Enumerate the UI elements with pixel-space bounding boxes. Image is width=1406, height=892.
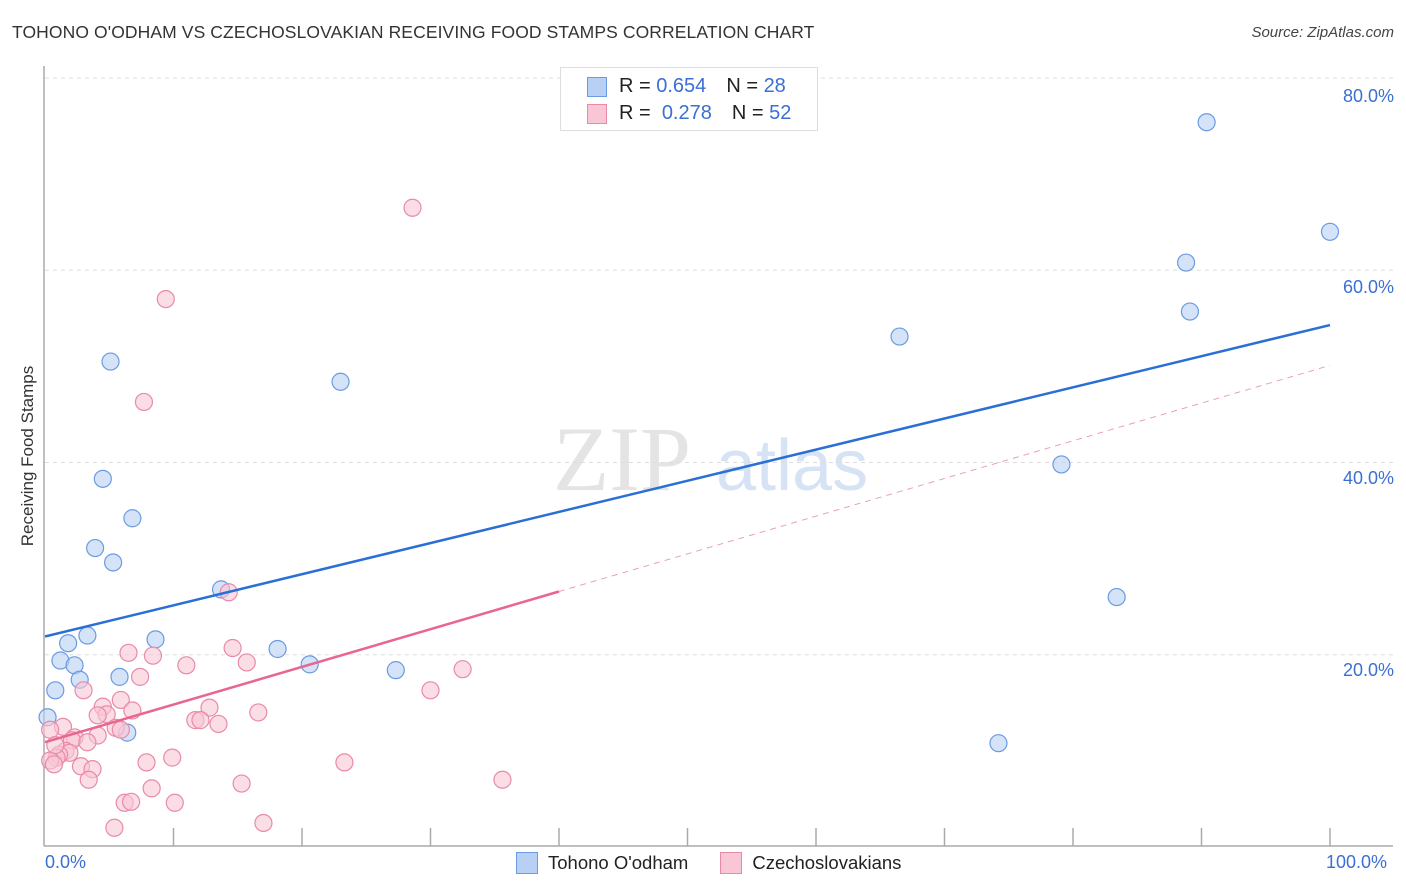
tohono-point (1197, 113, 1216, 132)
legend-row-tohono: R = 0.654 N = 28 (587, 75, 786, 98)
czech-trend-line (44, 590, 560, 744)
tohono-point (1176, 253, 1196, 272)
czech-point (200, 698, 219, 717)
x-tick-label: 100.0% (1326, 852, 1388, 872)
czech-point (249, 703, 268, 722)
tohono-point (268, 639, 287, 659)
tohono-point (1180, 302, 1200, 321)
tohono-point (123, 509, 142, 528)
tohono-point (1107, 587, 1126, 607)
tohono-point (46, 681, 65, 700)
czech-point (105, 818, 124, 837)
czech-point (79, 770, 98, 789)
czech-point (209, 714, 228, 734)
czech-point (156, 289, 175, 309)
czech-point (254, 813, 273, 833)
tohono-point (386, 661, 405, 680)
czech-point (88, 706, 107, 725)
czech-point (163, 748, 182, 767)
czech-point (134, 392, 154, 412)
tohono-point (86, 538, 105, 558)
tohono-point (989, 734, 1008, 753)
r-value: 0.654 (656, 75, 707, 97)
czech-point (177, 656, 196, 675)
legend-swatch-blue (516, 852, 538, 874)
czech-point (142, 779, 161, 798)
czech-point (232, 774, 251, 793)
czech-point (421, 681, 440, 700)
tohono-point (890, 327, 909, 346)
n-label: N = (731, 102, 764, 124)
stats-legend: R = 0.654 N = 28 R = 0.278 N = 52 (560, 67, 818, 131)
tohono-point (1320, 222, 1340, 241)
legend-label-czech: Czechoslovakians (752, 852, 902, 873)
czech-point (111, 720, 130, 739)
czech-point (121, 792, 141, 811)
czech-point (403, 198, 422, 217)
y-tick-label: 40.0% (1342, 468, 1394, 488)
tohono-point (1052, 455, 1071, 474)
czech-point (335, 753, 354, 772)
tohono-point (93, 469, 112, 488)
y-tick-label: 20.0% (1342, 660, 1394, 680)
series-legend: Tohono O'odham Czechoslovakians (516, 852, 901, 874)
legend-swatch-pink (720, 852, 743, 874)
czech-point (130, 667, 150, 686)
tohono-point (104, 553, 123, 572)
watermark: atlas (716, 426, 868, 506)
czech-point (74, 681, 93, 700)
tohono-point (78, 626, 97, 645)
czech-point (493, 770, 512, 789)
y-tick-label: 60.0% (1342, 277, 1394, 297)
r-value: 0.278 (661, 102, 712, 124)
n-value: 52 (769, 102, 792, 124)
legend-row-czech: R = 0.278 N = 52 (587, 102, 791, 125)
n-value: 28 (763, 75, 786, 97)
tohono-point (331, 372, 350, 391)
czech-point (119, 643, 138, 662)
r-label: R = (619, 75, 651, 97)
czech-point (237, 653, 256, 672)
czech-point (111, 690, 130, 710)
czech-point (44, 755, 64, 774)
tohono-point (146, 630, 165, 649)
czech-point (223, 638, 242, 658)
czech-point (165, 793, 184, 812)
czech-point (137, 753, 156, 772)
legend-swatch-blue (587, 76, 607, 97)
tohono-trend-line (44, 323, 1331, 638)
watermark: ZIP (553, 408, 691, 510)
tohono-point (101, 352, 120, 371)
y-tick-label: 80.0% (1342, 86, 1394, 106)
legend-swatch-pink (587, 103, 607, 124)
czech-point (191, 711, 210, 730)
tohono-point (110, 667, 129, 686)
czech-point (41, 720, 60, 739)
x-tick-label: 0.0% (45, 852, 87, 872)
czech-point (143, 646, 163, 665)
source-label: Source: ZipAtlas.com (1251, 24, 1394, 41)
tohono-point (59, 634, 78, 653)
czech-trend-extension (558, 364, 1331, 592)
czech-point (453, 660, 472, 679)
chart-title: TOHONO O'ODHAM VS CZECHOSLOVAKIAN RECEIV… (12, 22, 815, 42)
czech-point (78, 733, 97, 752)
legend-label-tohono: Tohono O'odham (548, 852, 689, 873)
r-label: R = (619, 102, 651, 124)
n-label: N = (726, 75, 758, 97)
